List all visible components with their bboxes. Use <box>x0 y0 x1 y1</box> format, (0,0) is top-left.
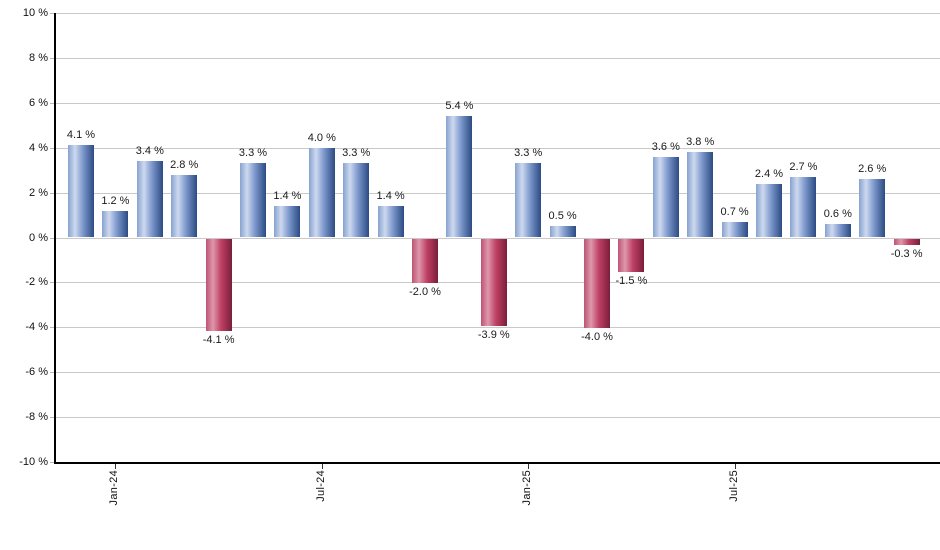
x-axis-tick-label-jul-24: Jul-24 <box>314 470 327 502</box>
bar-mar-24 <box>171 174 198 238</box>
y-axis-tick <box>50 57 55 59</box>
bar-value-label-apr-25: -1.5 % <box>615 275 648 288</box>
bar-dec-24 <box>480 238 507 327</box>
bar-value-label-dec-23: 4.1 % <box>66 129 96 142</box>
y-axis-tick-label: 6 % <box>29 96 48 109</box>
bar-jan-24 <box>102 210 129 238</box>
y-axis-tick <box>50 102 55 104</box>
bar-jul-24 <box>308 147 335 238</box>
x-axis-tick-jul-25 <box>734 464 736 469</box>
bar-value-label-aug-25: 2.4 % <box>754 167 784 180</box>
gridline--8pct <box>56 417 940 419</box>
bar-value-label-feb-24: 3.4 % <box>135 145 164 158</box>
bar-nov-24 <box>446 116 473 238</box>
gridline--6pct <box>56 372 940 374</box>
bar-value-label-nov-24: 5.4 % <box>445 100 474 113</box>
bar-value-label-feb-25: 0.5 % <box>548 210 577 223</box>
x-axis-tick-jul-24 <box>321 464 323 469</box>
y-axis-tick-label: -8 % <box>25 411 48 424</box>
bar-value-label-mar-25: -4.0 % <box>581 331 613 344</box>
gridline-8pct <box>56 57 940 59</box>
bar-feb-25 <box>549 226 576 238</box>
bar-value-label-jun-25: 3.8 % <box>686 136 715 149</box>
x-axis-tick-label-jan-25: Jan-25 <box>521 470 534 506</box>
bar-value-label-sep-25: 2.7 % <box>789 160 818 173</box>
bar-may-24 <box>240 163 266 238</box>
y-axis-tick-label: 10 % <box>22 7 48 19</box>
y-axis-tick-label: -6 % <box>25 366 48 379</box>
y-axis-tick <box>50 192 55 194</box>
bar-oct-25 <box>824 224 851 238</box>
bar-jan-25 <box>515 163 542 238</box>
bar-value-label-may-24: 3.3 % <box>238 147 268 160</box>
x-axis-tick-jan-25 <box>528 464 530 469</box>
bar-value-label-oct-24: -2.0 % <box>409 286 441 299</box>
bar-may-25 <box>652 156 679 238</box>
bar-value-label-jun-24: 1.4 % <box>273 190 302 203</box>
bar-sep-25 <box>790 176 817 238</box>
y-axis-tick <box>50 417 55 419</box>
bar-value-label-jul-24: 4.0 % <box>307 131 336 144</box>
y-axis-tick <box>50 147 55 149</box>
y-axis-tick <box>50 237 55 239</box>
y-axis-tick-label: -4 % <box>25 321 48 334</box>
x-axis-line <box>54 462 940 464</box>
bar-jun-25 <box>687 152 714 238</box>
bar-value-label-aug-24: 3.3 % <box>342 147 371 160</box>
bar-value-label-jan-25: 3.3 % <box>514 147 543 160</box>
y-axis-line <box>54 13 56 464</box>
bar-value-label-jan-24: 1.2 % <box>101 194 130 207</box>
y-axis-tick-label: 8 % <box>29 51 48 64</box>
gridline--4pct <box>56 327 940 329</box>
bar-dec-23 <box>68 145 94 238</box>
bar-value-label-jul-25: 0.7 % <box>720 205 749 218</box>
bar-value-label-mar-24: 2.8 % <box>170 158 199 171</box>
y-axis-tick <box>50 372 55 374</box>
bar-value-label-dec-25: -0.3 % <box>890 248 923 261</box>
bar-apr-25 <box>618 238 645 273</box>
x-axis-tick-label-jul-25: Jul-25 <box>727 470 740 502</box>
gridline-6pct <box>56 102 940 104</box>
y-axis-tick-label: 0 % <box>29 231 48 244</box>
gridline-10pct <box>56 13 940 14</box>
bar-jul-25 <box>721 221 748 238</box>
y-axis-tick <box>50 462 55 463</box>
y-axis-tick-label: -2 % <box>25 276 48 289</box>
bar-sep-24 <box>377 206 404 238</box>
bar-apr-24 <box>205 238 232 331</box>
bar-feb-24 <box>136 161 163 238</box>
bar-nov-25 <box>859 179 886 238</box>
bar-value-label-dec-24: -3.9 % <box>477 329 510 342</box>
bar-value-label-sep-24: 1.4 % <box>376 190 405 203</box>
y-axis-tick <box>50 282 55 284</box>
x-axis-tick-jan-24 <box>115 464 117 469</box>
bar-value-label-nov-25: 2.6 % <box>858 163 887 176</box>
y-axis-tick-label: 4 % <box>29 141 48 154</box>
bar-value-label-oct-25: 0.6 % <box>823 208 852 221</box>
y-axis-tick-label: -10 % <box>19 456 48 468</box>
bar-oct-24 <box>412 238 438 284</box>
bar-dec-25 <box>893 238 920 246</box>
x-axis-tick-label-jan-24: Jan-24 <box>108 470 121 506</box>
gridline-0pct <box>56 237 940 239</box>
y-axis-tick <box>50 327 55 329</box>
y-axis-tick-label: 2 % <box>29 186 48 199</box>
gridline-4pct <box>56 147 940 149</box>
bar-mar-25 <box>584 238 610 329</box>
bar-value-label-may-25: 3.6 % <box>651 140 680 153</box>
bar-aug-24 <box>343 163 370 238</box>
y-axis-tick <box>50 13 55 14</box>
bar-value-label-apr-24: -4.1 % <box>202 333 235 346</box>
bar-aug-25 <box>756 183 782 238</box>
bar-jun-24 <box>274 206 301 238</box>
gridline-2pct <box>56 192 940 194</box>
